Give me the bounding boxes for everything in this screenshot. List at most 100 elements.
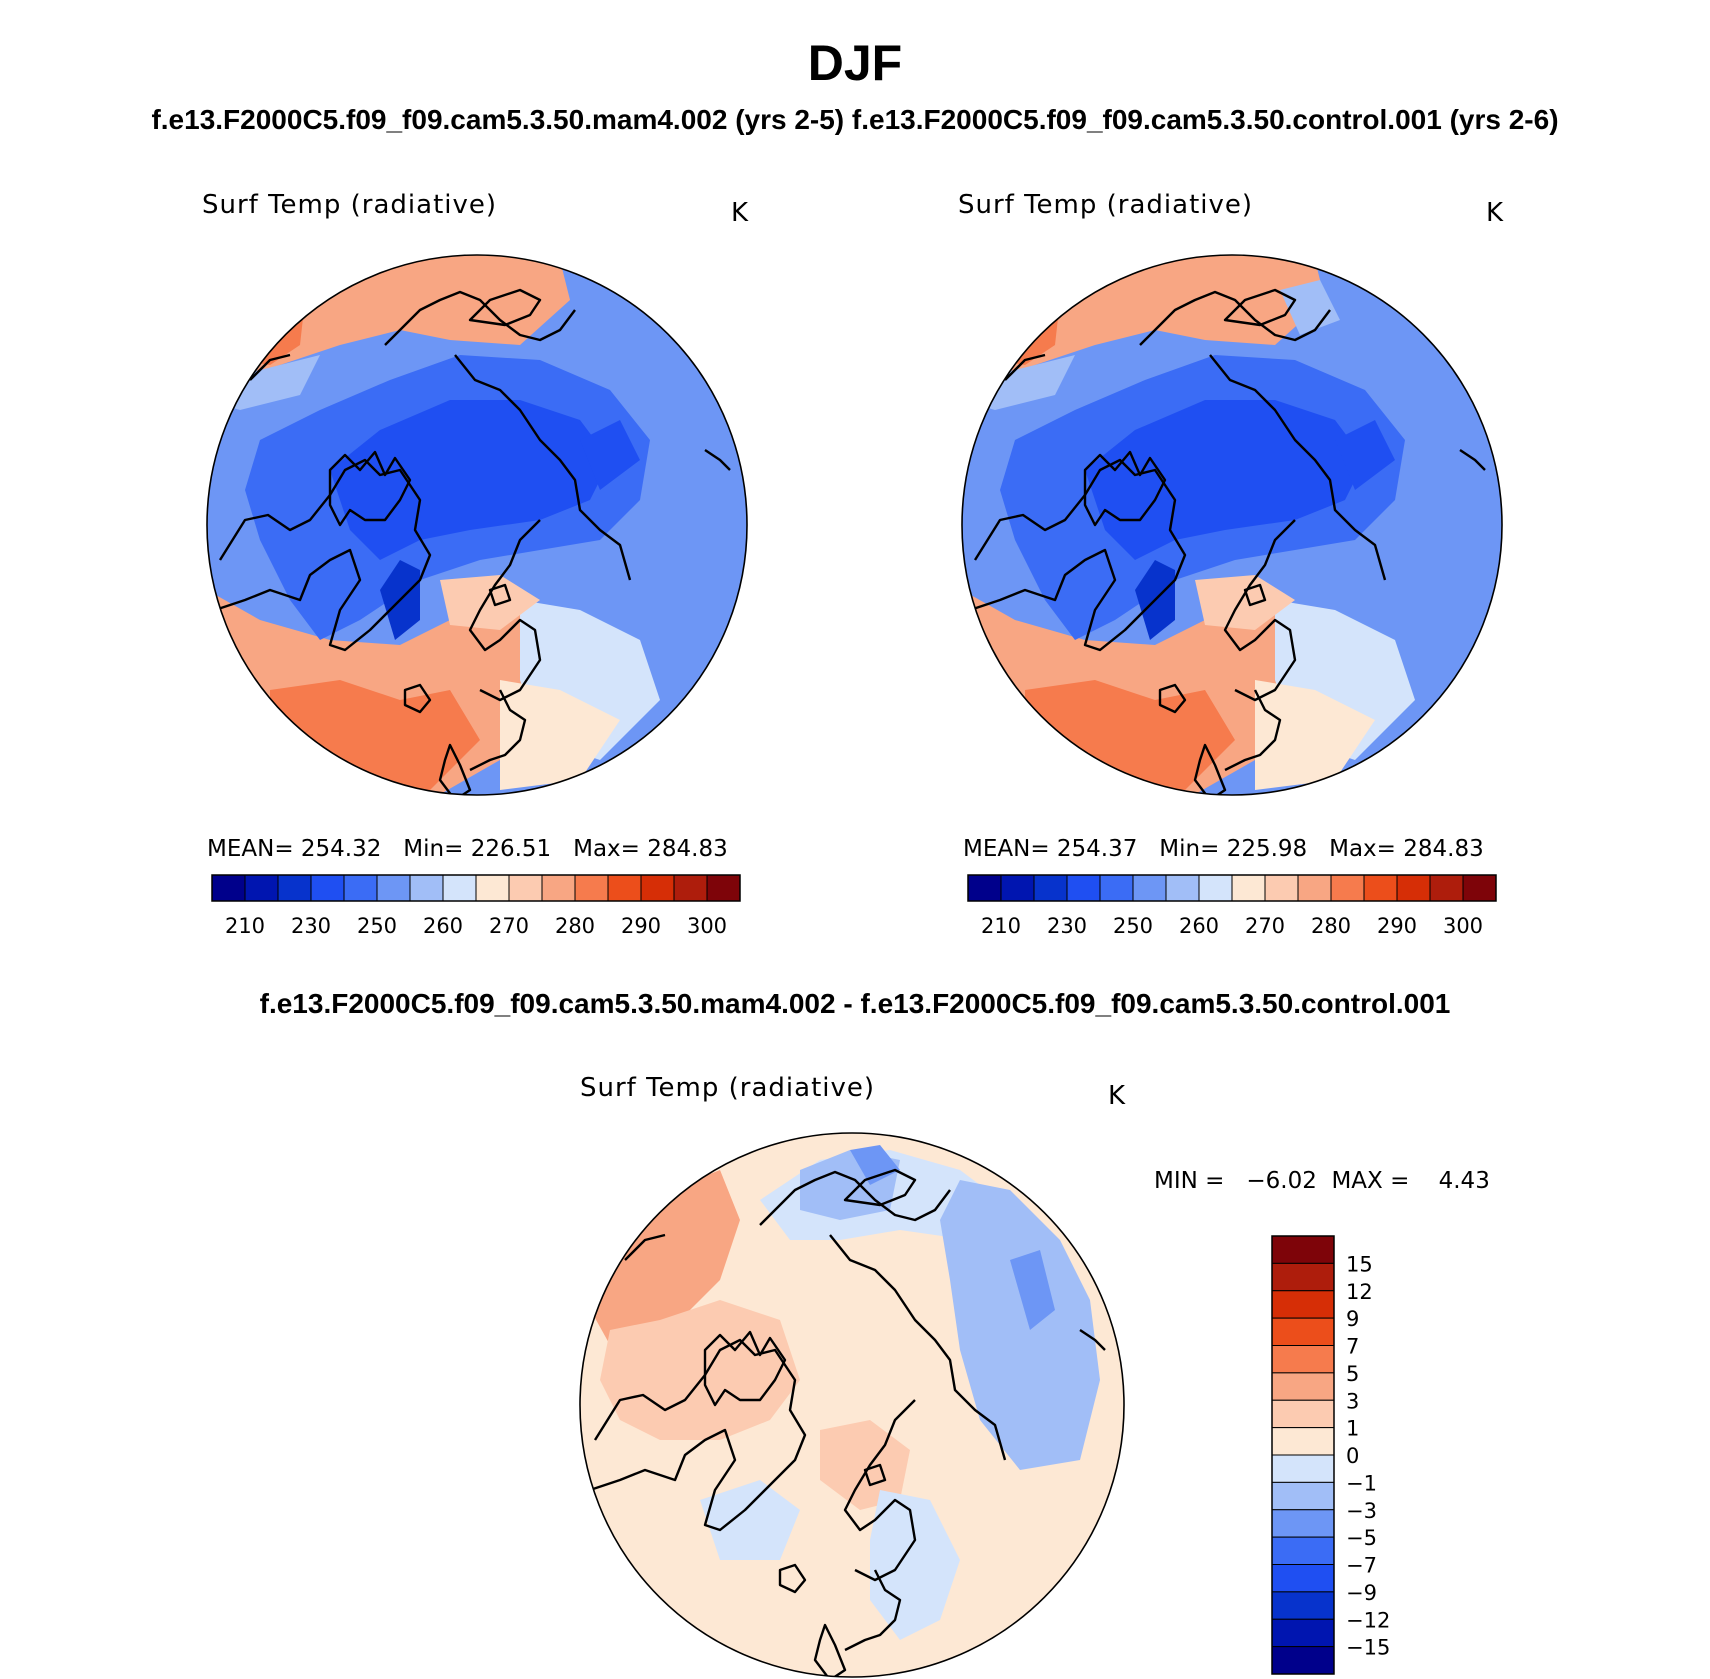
control-colorbar-swatch-11 <box>1330 874 1365 902</box>
diff-colorbar-tick-label: 3 <box>1346 1389 1359 1413</box>
control-colorbar-swatch-14 <box>1429 874 1464 902</box>
control-colorbar-tick-label: 250 <box>1113 914 1153 938</box>
mam4-colorbar-swatch-13 <box>640 874 675 902</box>
mam4-colorbar-swatch-12 <box>607 874 642 902</box>
diff-colorbar-tick-label: 7 <box>1346 1335 1359 1359</box>
mam4-colorbar-outline <box>211 874 741 902</box>
mam4-colorbar-tick-label: 210 <box>225 914 265 938</box>
diff-colorbar-tick-label: 1 <box>1346 1417 1359 1441</box>
mam4-colorbar-swatch-15 <box>706 874 741 902</box>
diff-stats: MIN = −6.02 MAX = 4.43 <box>1154 1168 1490 1194</box>
diff-colorbar-swatch-11 <box>1271 1536 1335 1565</box>
diff-colorbar-tick-label: −7 <box>1346 1554 1377 1578</box>
mam4-colorbar-tick-label: 290 <box>621 914 661 938</box>
diff-colorbar-swatch-3 <box>1271 1317 1335 1346</box>
mam4-colorbar-swatch-11 <box>574 874 609 902</box>
diff-units-label: K <box>1108 1081 1126 1111</box>
diff-coastlines <box>589 1168 1106 1677</box>
diff-colorbar-swatch-13 <box>1271 1591 1335 1620</box>
mam4-colorbar-tick-label: 300 <box>687 914 727 938</box>
control-colorbar-tick-label: 280 <box>1311 914 1351 938</box>
control-colorbar-swatch-9 <box>1264 874 1299 902</box>
control-colorbar-tick-label: 290 <box>1377 914 1417 938</box>
mam4-variable-label: Surf Temp (radiative) <box>202 190 498 220</box>
diff-colorbar-tick-label: −12 <box>1346 1608 1390 1632</box>
control-colorbar-tick-label: 260 <box>1179 914 1219 938</box>
diff-colorbar-tick-label: 15 <box>1346 1252 1373 1276</box>
control-coastlines <box>969 288 1486 795</box>
mam4-colorbar-swatch-1 <box>244 874 279 902</box>
control-colorbar-swatch-10 <box>1297 874 1332 902</box>
control-colorbar-outline <box>967 874 1497 902</box>
control-colorbar-tick-label: 230 <box>1047 914 1087 938</box>
mam4-colorbar-swatch-9 <box>508 874 543 902</box>
diff-colorbar-swatch-10 <box>1271 1509 1335 1538</box>
diff-colorbar-swatch-4 <box>1271 1345 1335 1374</box>
control-colorbar-tick-label: 300 <box>1443 914 1483 938</box>
mam4-colorbar-tick-label: 270 <box>489 914 529 938</box>
mam4-stats: MEAN= 254.32 Min= 226.51 Max= 284.83 <box>207 836 728 862</box>
mam4-colorbar-swatch-0 <box>211 874 246 902</box>
control-colorbar: 210 230 250 260 270 280 290 300 <box>967 874 1497 938</box>
control-colorbar-tick-label: 210 <box>981 914 1021 938</box>
control-colorbar-swatch-0 <box>967 874 1002 902</box>
mam4-colorbar-swatch-8 <box>475 874 510 902</box>
control-colorbar-swatch-2 <box>1033 874 1068 902</box>
mam4-colorbar-tick-label: 250 <box>357 914 397 938</box>
control-variable-label: Surf Temp (radiative) <box>958 190 1254 220</box>
mam4-colorbar-swatch-14 <box>673 874 708 902</box>
diff-colorbar-swatch-7 <box>1271 1427 1335 1456</box>
mam4-colorbar-tick-label: 260 <box>423 914 463 938</box>
control-colorbar-swatch-15 <box>1462 874 1497 902</box>
diff-colorbar-tick-label: 12 <box>1346 1280 1373 1304</box>
mam4-colorbar-swatch-6 <box>409 874 444 902</box>
diff-colorbar-swatch-2 <box>1271 1290 1335 1319</box>
diff-colorbar-outline <box>1271 1235 1335 1675</box>
mam4-colorbar-swatch-2 <box>277 874 312 902</box>
diff-colorbar-tick-label: 5 <box>1346 1362 1359 1386</box>
mam4-coastlines <box>214 288 731 795</box>
diff-colorbar-tick-label: 9 <box>1346 1307 1359 1331</box>
mam4-colorbar-swatch-4 <box>343 874 378 902</box>
control-stats: MEAN= 254.37 Min= 225.98 Max= 284.83 <box>963 836 1484 862</box>
control-colorbar-swatch-6 <box>1165 874 1200 902</box>
control-colorbar-swatch-4 <box>1099 874 1134 902</box>
top-subtitle: f.e13.F2000C5.f09_f09.cam5.3.50.mam4.002… <box>151 104 1559 135</box>
mam4-colorbar-tick-label: 280 <box>555 914 595 938</box>
control-colorbar-tick-label: 270 <box>1245 914 1285 938</box>
mam4-colorbar-swatch-7 <box>442 874 477 902</box>
control-colorbar-swatch-3 <box>1066 874 1101 902</box>
diff-colorbar-tick-label: −3 <box>1346 1499 1377 1523</box>
diff-colorbar-tick-label: 0 <box>1346 1444 1359 1468</box>
control-temperature-field <box>962 255 1502 795</box>
control-colorbar-swatch-12 <box>1363 874 1398 902</box>
diff-colorbar-swatch-9 <box>1271 1481 1335 1511</box>
diff-colorbar-swatch-0 <box>1271 1235 1335 1264</box>
control-colorbar-swatch-5 <box>1132 874 1167 902</box>
control-colorbar-swatch-7 <box>1198 874 1233 902</box>
diff-colorbar-swatch-1 <box>1271 1262 1335 1292</box>
diff-colorbar-tick-label: −15 <box>1346 1636 1390 1660</box>
control-units-label: K <box>1486 198 1504 228</box>
control-colorbar-swatch-13 <box>1396 874 1431 902</box>
diff-colorbar: 15 12 9 7 5 3 1 0 −1 −3 −5 −7 −9 −12 −15 <box>1271 1235 1390 1675</box>
figure-title: DJF <box>807 35 903 91</box>
diff-colorbar-tick-label: −5 <box>1346 1526 1377 1550</box>
diff-colorbar-swatch-15 <box>1271 1646 1335 1675</box>
mam4-colorbar: 210 230 250 260 270 280 290 300 <box>211 874 741 938</box>
mam4-colorbar-swatch-5 <box>376 874 411 902</box>
difference-subtitle: f.e13.F2000C5.f09_f09.cam5.3.50.mam4.002… <box>259 988 1451 1019</box>
control-colorbar-swatch-1 <box>1000 874 1035 902</box>
diff-colorbar-swatch-6 <box>1271 1399 1335 1429</box>
diff-temperature-field <box>580 1133 1124 1677</box>
mam4-temperature-field <box>207 255 747 795</box>
diff-colorbar-swatch-12 <box>1271 1564 1335 1593</box>
control-colorbar-swatch-8 <box>1231 874 1266 902</box>
diff-colorbar-tick-label: −1 <box>1346 1471 1377 1495</box>
diff-colorbar-swatch-5 <box>1271 1372 1335 1401</box>
diff-colorbar-swatch-8 <box>1271 1454 1335 1483</box>
diff-colorbar-tick-label: −9 <box>1346 1581 1377 1605</box>
mam4-colorbar-swatch-3 <box>310 874 345 902</box>
mam4-colorbar-tick-label: 230 <box>291 914 331 938</box>
